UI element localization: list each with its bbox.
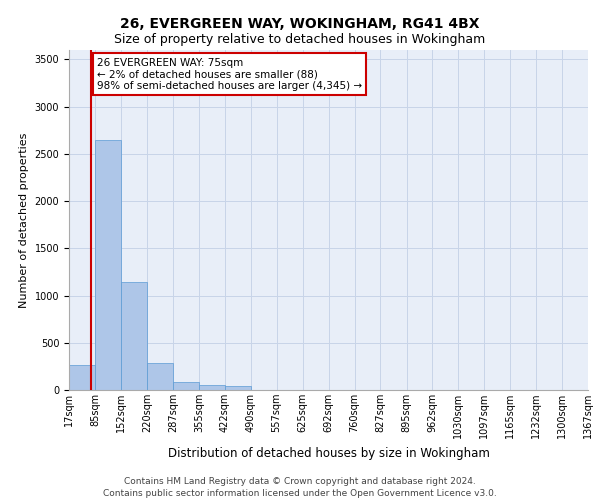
- Text: Contains HM Land Registry data © Crown copyright and database right 2024.
Contai: Contains HM Land Registry data © Crown c…: [103, 476, 497, 498]
- Text: Size of property relative to detached houses in Wokingham: Size of property relative to detached ho…: [115, 32, 485, 46]
- Bar: [147, 363, 173, 390]
- X-axis label: Distribution of detached houses by size in Wokingham: Distribution of detached houses by size …: [167, 446, 490, 460]
- Bar: [199, 385, 224, 390]
- Text: 26 EVERGREEN WAY: 75sqm
← 2% of detached houses are smaller (88)
98% of semi-det: 26 EVERGREEN WAY: 75sqm ← 2% of detached…: [97, 58, 362, 91]
- Bar: [121, 282, 147, 390]
- Bar: [69, 364, 95, 390]
- Bar: [95, 140, 121, 390]
- Y-axis label: Number of detached properties: Number of detached properties: [19, 132, 29, 308]
- Bar: [224, 386, 251, 390]
- Bar: [173, 382, 199, 390]
- Text: 26, EVERGREEN WAY, WOKINGHAM, RG41 4BX: 26, EVERGREEN WAY, WOKINGHAM, RG41 4BX: [120, 18, 480, 32]
